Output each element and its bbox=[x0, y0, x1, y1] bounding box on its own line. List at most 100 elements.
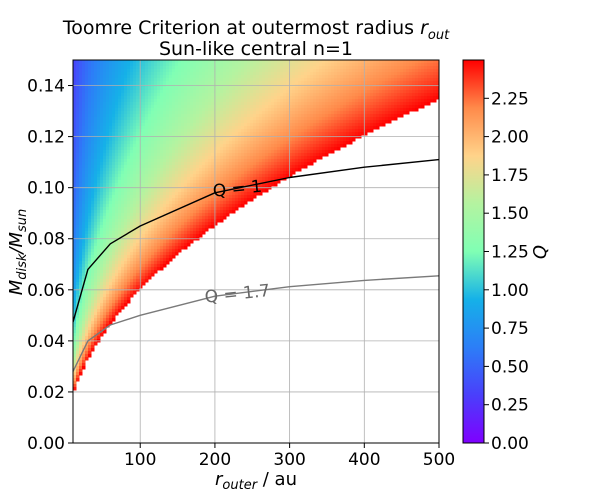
heatmap-cell bbox=[85, 90, 89, 94]
heatmap-cell bbox=[292, 96, 296, 100]
heatmap-cell bbox=[154, 240, 158, 244]
heatmap-cell bbox=[136, 276, 140, 280]
heatmap-cell bbox=[154, 207, 158, 211]
heatmap-cell bbox=[238, 192, 242, 196]
heatmap-cell bbox=[211, 141, 215, 145]
heatmap-cell bbox=[253, 189, 257, 193]
heatmap-cell bbox=[82, 315, 86, 319]
heatmap-cell bbox=[88, 309, 92, 313]
heatmap-cell bbox=[163, 225, 167, 229]
heatmap-cell bbox=[184, 81, 188, 85]
heatmap-cell bbox=[106, 189, 110, 193]
heatmap-cell bbox=[94, 273, 98, 277]
heatmap-cell bbox=[85, 96, 89, 100]
heatmap-cell bbox=[163, 156, 167, 160]
heatmap-cell bbox=[169, 108, 173, 112]
heatmap-cell bbox=[103, 177, 107, 181]
heatmap-cell bbox=[85, 150, 89, 154]
heatmap-cell bbox=[271, 111, 275, 115]
heatmap-cell bbox=[274, 63, 278, 67]
heatmap-cell bbox=[112, 210, 116, 214]
heatmap-cell bbox=[166, 189, 170, 193]
heatmap-cell bbox=[187, 132, 191, 136]
heatmap-cell bbox=[130, 174, 134, 178]
heatmap-cell bbox=[160, 222, 164, 226]
heatmap-cell bbox=[214, 207, 218, 211]
heatmap-cell bbox=[259, 189, 263, 193]
heatmap-cell bbox=[79, 255, 83, 259]
heatmap-cell bbox=[217, 114, 221, 118]
heatmap-cell bbox=[139, 150, 143, 154]
heatmap-cell bbox=[190, 189, 194, 193]
heatmap-cell bbox=[286, 90, 290, 94]
heatmap-cell bbox=[187, 174, 191, 178]
heatmap-cell bbox=[85, 156, 89, 160]
heatmap-cell bbox=[286, 96, 290, 100]
heatmap-cell bbox=[145, 183, 149, 187]
heatmap-cell bbox=[109, 69, 113, 73]
heatmap-cell bbox=[139, 147, 143, 151]
heatmap-cell bbox=[106, 60, 110, 64]
heatmap-cell bbox=[133, 189, 137, 193]
heatmap-cell bbox=[268, 171, 272, 175]
heatmap-cell bbox=[142, 147, 146, 151]
heatmap-cell bbox=[229, 147, 233, 151]
heatmap-cell bbox=[151, 228, 155, 232]
heatmap-cell bbox=[154, 270, 158, 274]
heatmap-cell bbox=[262, 126, 266, 130]
heatmap-cell bbox=[157, 117, 161, 121]
heatmap-cell bbox=[199, 105, 203, 109]
heatmap-cell bbox=[235, 78, 239, 82]
heatmap-cell bbox=[97, 261, 101, 265]
heatmap-cell bbox=[136, 153, 140, 157]
heatmap-cell bbox=[241, 162, 245, 166]
heatmap-cell bbox=[160, 228, 164, 232]
heatmap-cell bbox=[121, 183, 125, 187]
heatmap-cell bbox=[76, 72, 80, 76]
heatmap-cell bbox=[259, 159, 263, 163]
heatmap-cell bbox=[301, 78, 305, 82]
heatmap-cell bbox=[82, 66, 86, 70]
heatmap-cell bbox=[97, 189, 101, 193]
heatmap-cell bbox=[160, 105, 164, 109]
heatmap-cell bbox=[277, 132, 281, 136]
heatmap-cell bbox=[73, 324, 77, 328]
heatmap-cell bbox=[202, 120, 206, 124]
heatmap-cell bbox=[73, 276, 77, 280]
heatmap-cell bbox=[157, 225, 161, 229]
heatmap-cell bbox=[94, 63, 98, 67]
heatmap-cell bbox=[88, 171, 92, 175]
heatmap-cell bbox=[169, 201, 173, 205]
heatmap-cell bbox=[88, 348, 92, 352]
heatmap-cell bbox=[190, 66, 194, 70]
heatmap-cell bbox=[283, 81, 287, 85]
heatmap-cell bbox=[145, 105, 149, 109]
heatmap-cell bbox=[130, 99, 134, 103]
heatmap-cell bbox=[256, 75, 260, 79]
heatmap-cell bbox=[124, 93, 128, 97]
heatmap-cell bbox=[121, 192, 125, 196]
heatmap-cell bbox=[91, 345, 95, 349]
heatmap-cell bbox=[202, 141, 206, 145]
heatmap-cell bbox=[187, 141, 191, 145]
heatmap-cell bbox=[286, 111, 290, 115]
heatmap-cell bbox=[112, 228, 116, 232]
heatmap-cell bbox=[103, 198, 107, 202]
heatmap-cell bbox=[301, 138, 305, 142]
heatmap-cell bbox=[121, 198, 125, 202]
heatmap-cell bbox=[76, 285, 80, 289]
heatmap-cell bbox=[241, 165, 245, 169]
heatmap-cell bbox=[73, 336, 77, 340]
heatmap-cell bbox=[241, 177, 245, 181]
heatmap-cell bbox=[169, 234, 173, 238]
heatmap-cell bbox=[109, 201, 113, 205]
heatmap-cell bbox=[205, 66, 209, 70]
heatmap-cell bbox=[253, 153, 257, 157]
heatmap-cell bbox=[229, 210, 233, 214]
heatmap-cell bbox=[85, 261, 89, 265]
heatmap-cell bbox=[295, 66, 299, 70]
heatmap-cell bbox=[106, 165, 110, 169]
heatmap-cell bbox=[103, 243, 107, 247]
heatmap-cell bbox=[166, 117, 170, 121]
heatmap-cell bbox=[178, 81, 182, 85]
